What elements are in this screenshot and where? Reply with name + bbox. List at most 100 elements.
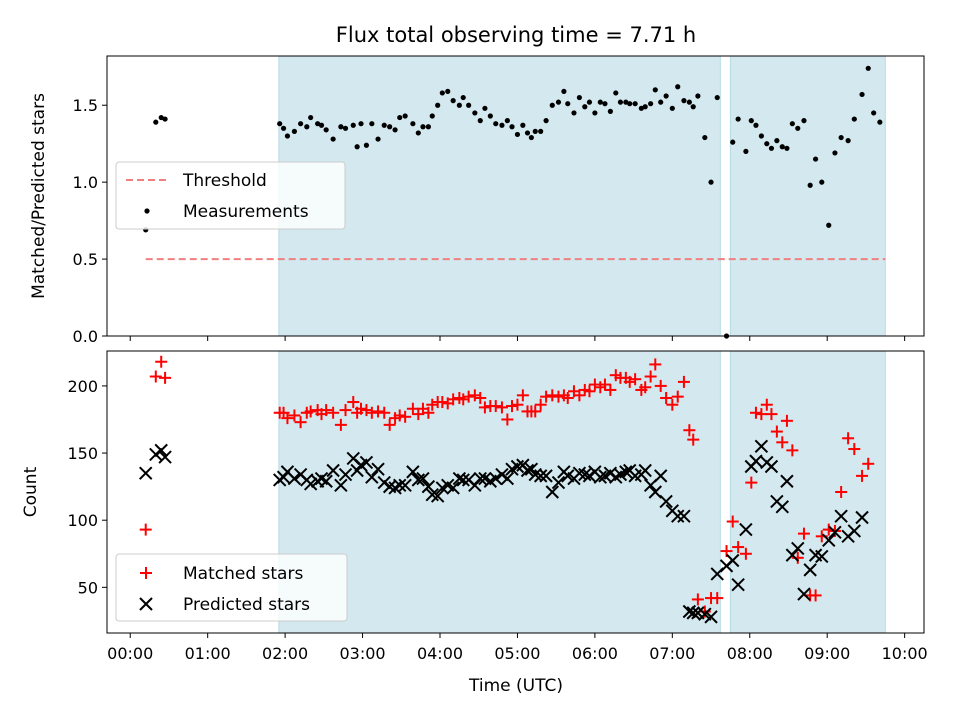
matched-star-point bbox=[691, 593, 704, 606]
matched-star-point bbox=[546, 389, 559, 402]
measurement-point bbox=[779, 144, 785, 150]
predicted-star-point bbox=[754, 439, 769, 454]
matched-star-point bbox=[677, 375, 690, 388]
predicted-star-point bbox=[797, 587, 811, 601]
measurement-point bbox=[504, 118, 510, 124]
predicted-star-point bbox=[855, 510, 869, 525]
predicted-star-point bbox=[319, 474, 333, 488]
predicted-star-point bbox=[411, 473, 426, 487]
top-x-axis bbox=[129, 336, 906, 341]
measurement-point bbox=[284, 133, 291, 139]
measurement-point bbox=[758, 133, 764, 139]
matched-star-point bbox=[623, 375, 636, 388]
predicted-star-point bbox=[686, 606, 700, 620]
predicted-star-point bbox=[791, 541, 805, 556]
predicted-star-point bbox=[739, 522, 753, 537]
x-axis-label: Time (UTC) bbox=[468, 676, 563, 696]
matched-star-point bbox=[457, 393, 470, 406]
measurement-point bbox=[764, 141, 770, 147]
bottom-legend-box bbox=[115, 553, 348, 622]
measurement-point bbox=[338, 124, 344, 130]
matched-star-point bbox=[862, 457, 875, 470]
predicted-star-point bbox=[619, 465, 633, 479]
measurement-point bbox=[865, 65, 871, 71]
measurement-point bbox=[342, 125, 349, 131]
measurement-point bbox=[445, 88, 451, 94]
y-tick-label: 100 bbox=[67, 511, 98, 530]
predicted-star-point bbox=[671, 509, 685, 523]
count-points bbox=[139, 355, 875, 624]
measurement-point bbox=[851, 116, 857, 122]
y-tick-label: 1.0 bbox=[73, 173, 98, 192]
predicted-star-point bbox=[638, 463, 652, 478]
predicted-star-point bbox=[489, 471, 503, 486]
predicted-star-point bbox=[393, 478, 407, 492]
measurement-point bbox=[565, 101, 571, 107]
matched-star-point bbox=[378, 406, 391, 419]
measurement-point bbox=[153, 119, 159, 125]
matched-star-point bbox=[372, 405, 385, 418]
measurement-point bbox=[658, 99, 664, 105]
matched-star-point bbox=[334, 418, 347, 431]
measurement-point bbox=[410, 121, 416, 127]
matched-star-point bbox=[320, 404, 333, 417]
shaded-regions bbox=[278, 55, 886, 337]
matched-star-point bbox=[848, 443, 861, 456]
predicted-star-point bbox=[551, 475, 566, 490]
matched-star-point bbox=[355, 402, 368, 415]
measurement-point bbox=[613, 90, 619, 96]
predicted-star-point bbox=[334, 478, 348, 492]
x-tick-label: 04:00 bbox=[417, 644, 463, 663]
measurement-point bbox=[735, 116, 741, 122]
measurement-point bbox=[397, 114, 403, 121]
predicted-star-point bbox=[593, 470, 608, 484]
predicted-star-point bbox=[834, 509, 848, 523]
matched-star-point bbox=[339, 404, 352, 417]
x-tick-label: 08:00 bbox=[727, 644, 773, 663]
measurement-point bbox=[429, 113, 435, 119]
matched-star-point bbox=[639, 381, 652, 394]
chart-title: Flux total observing time = 7.71 h bbox=[336, 23, 696, 47]
measurement-point bbox=[845, 138, 851, 144]
matched-star-point bbox=[797, 527, 810, 540]
measurement-point bbox=[708, 179, 714, 185]
bottom-x-axis: 00:00 01:00 02:00 03:00 04:00 05:00 06:00 07:00… bbox=[107, 633, 928, 663]
measurement-point bbox=[642, 104, 648, 110]
matched-star-point bbox=[495, 401, 508, 414]
predicted-star-point bbox=[446, 481, 460, 495]
predicted-star-point bbox=[430, 489, 445, 503]
x-tick-label: 02:00 bbox=[262, 644, 308, 663]
predicted-star-point bbox=[359, 455, 374, 470]
measurement-point bbox=[819, 179, 825, 185]
measurement-point bbox=[528, 134, 534, 141]
predicted-star-point bbox=[158, 450, 172, 464]
predicted-star-point bbox=[416, 471, 430, 486]
legend-predicted-label: Predicted stars bbox=[183, 595, 310, 615]
measurement-point bbox=[392, 127, 398, 133]
measurement-point bbox=[571, 110, 577, 116]
predicted-star-point bbox=[473, 471, 487, 486]
matched-star-point bbox=[462, 390, 475, 403]
measurement-point bbox=[524, 130, 531, 136]
top-y-axis-label: Matched/Predicted stars bbox=[29, 93, 49, 299]
matched-star-point bbox=[365, 406, 378, 419]
measurement-point bbox=[807, 182, 813, 188]
matched-star-point bbox=[288, 409, 301, 422]
measurement-point bbox=[561, 88, 567, 94]
predicted-star-point bbox=[775, 500, 789, 514]
predicted-star-point bbox=[726, 553, 740, 568]
matched-star-point bbox=[149, 370, 162, 383]
measurement-point bbox=[592, 110, 598, 116]
measurement-point bbox=[291, 128, 298, 134]
x-tick-label: 03:00 bbox=[339, 644, 385, 663]
bottom-axes-frame bbox=[106, 350, 925, 634]
measurement-point bbox=[482, 105, 488, 111]
predicted-star-point bbox=[648, 485, 662, 499]
legend-matched-label: Matched stars bbox=[183, 564, 303, 584]
measurement-point bbox=[663, 93, 669, 99]
matched-star-point bbox=[347, 396, 360, 409]
predicted-star-point bbox=[847, 524, 862, 538]
matched-star-point bbox=[604, 383, 617, 396]
measurement-point bbox=[514, 131, 521, 138]
measurement-point bbox=[582, 104, 588, 110]
